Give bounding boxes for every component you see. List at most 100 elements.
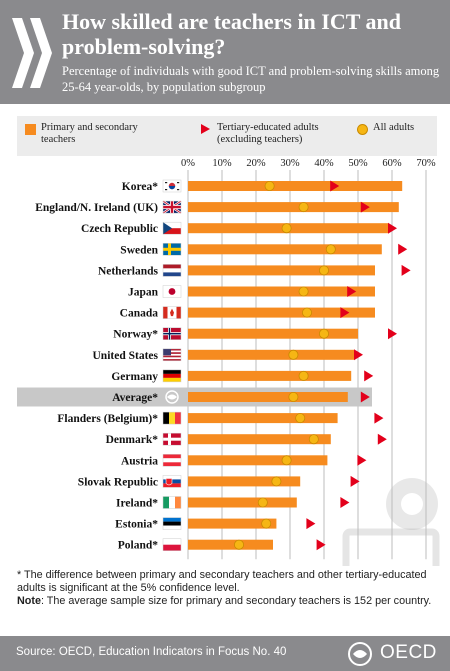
chart-row: Czech Republic	[81, 221, 397, 235]
bar-primary-secondary-teachers	[188, 265, 375, 276]
germany-flag-icon	[162, 369, 182, 383]
category-label: Czech Republic	[81, 223, 158, 235]
bar-primary-secondary-teachers	[188, 181, 403, 191]
category-label: Ireland*	[116, 498, 158, 510]
sample-size-note: Note: The average sample size for primar…	[17, 595, 437, 608]
bar-primary-secondary-teachers	[188, 497, 297, 508]
canada-flag-icon	[162, 306, 182, 319]
legend-dot-icon	[357, 124, 368, 135]
legend-label-all: All adults	[373, 122, 415, 133]
marker-tertiary-educated	[364, 370, 374, 382]
marker-all-adults	[281, 223, 292, 234]
marker-all-adults	[318, 265, 329, 276]
page-title: How skilled are teachers in ICT and prob…	[62, 9, 401, 59]
chart-row: United States	[93, 348, 363, 362]
page-subtitle: Percentage of individuals with good ICT …	[62, 64, 440, 94]
bar-primary-secondary-teachers	[188, 476, 301, 487]
x-tick-label: 0%	[181, 158, 195, 169]
category-label: England/N. Ireland (UK)	[35, 202, 158, 214]
bar-primary-secondary-teachers	[188, 518, 277, 529]
bar-primary-secondary-teachers	[188, 413, 338, 424]
marker-all-adults	[301, 307, 312, 318]
x-tick-label: 50%	[348, 158, 368, 169]
marker-all-adults	[288, 391, 299, 402]
marker-all-adults	[318, 328, 329, 339]
bar-primary-secondary-teachers	[188, 244, 382, 255]
oecd-chevrons-icon	[12, 18, 52, 88]
chart-row: Norway*	[113, 327, 397, 341]
czech-flag-icon	[162, 221, 182, 235]
category-label: Flanders (Belgium)*	[57, 413, 158, 425]
category-label: Slovak Republic	[78, 476, 158, 488]
category-label: Estonia*	[115, 519, 158, 531]
marker-all-adults	[271, 476, 282, 487]
footnote: * The difference between primary and sec…	[17, 569, 437, 607]
bar-primary-secondary-teachers	[188, 328, 358, 339]
marker-tertiary-educated	[316, 539, 326, 551]
category-label: Canada	[120, 308, 159, 320]
marker-all-adults	[295, 413, 306, 424]
legend: Primary and secondary teachers Tertiary-…	[17, 116, 437, 156]
category-label: Netherlands	[98, 265, 159, 277]
marker-tertiary-educated	[398, 243, 408, 255]
marker-all-adults	[257, 497, 268, 508]
chart-row: Korea*	[122, 179, 403, 193]
x-tick-label: 10%	[212, 158, 232, 169]
category-label: Denmark*	[106, 434, 159, 446]
oecd-flag-icon	[165, 390, 179, 404]
bar-primary-secondary-teachers	[188, 202, 399, 213]
marker-tertiary-educated	[347, 286, 357, 297]
denmark-flag-icon	[162, 432, 182, 446]
marker-tertiary-educated	[340, 307, 350, 319]
chart-row: Netherlands	[98, 264, 411, 277]
chart-row: Japan	[128, 285, 375, 299]
marker-tertiary-educated	[388, 222, 397, 234]
japan-flag-icon	[162, 285, 182, 298]
belgium-flag-icon	[162, 411, 182, 425]
netherlands-flag-icon	[162, 264, 182, 277]
bar-primary-secondary-teachers	[188, 434, 331, 445]
marker-all-adults	[298, 370, 309, 381]
source-bar: Source: OECD, Education Indicators in Fo…	[0, 636, 450, 671]
marker-tertiary-educated	[377, 433, 387, 445]
chart-row: Ireland*	[116, 496, 350, 510]
chart-row: Average*	[17, 387, 372, 407]
decorative-gear-icon	[386, 478, 438, 530]
chart-row: Sweden	[120, 243, 408, 256]
category-label: Sweden	[120, 244, 158, 256]
marker-all-adults	[308, 434, 319, 445]
category-label: United States	[93, 350, 159, 362]
marker-tertiary-educated	[330, 180, 340, 192]
category-label: Japan	[128, 287, 159, 299]
poland-flag-icon	[162, 538, 182, 551]
bar-primary-secondary-teachers	[188, 392, 348, 402]
x-tick-label: 40%	[314, 158, 334, 169]
marker-all-adults	[261, 518, 272, 529]
chart-row: Austria	[121, 454, 367, 467]
marker-tertiary-educated	[360, 391, 370, 403]
chart-row: England/N. Ireland (UK)	[35, 200, 399, 215]
category-label: Average*	[112, 392, 158, 404]
uk-flag-icon	[162, 200, 182, 215]
ireland-flag-icon	[162, 496, 182, 509]
chart-row: Flanders (Belgium)*	[57, 411, 384, 425]
marker-all-adults	[298, 286, 309, 297]
decorative-monitor-icon	[342, 528, 440, 566]
chart-row: Canada	[120, 306, 375, 320]
chart-row: Germany	[111, 369, 374, 383]
x-tick-label: 70%	[416, 158, 436, 169]
marker-all-adults	[325, 244, 336, 255]
category-label: Norway*	[113, 329, 158, 341]
marker-tertiary-educated	[360, 201, 370, 213]
source-text: Source: OECD, Education Indicators in Fo…	[16, 646, 287, 658]
category-label: Germany	[111, 371, 158, 383]
marker-tertiary-educated	[340, 497, 350, 508]
marker-tertiary-educated	[388, 328, 397, 340]
bar-primary-secondary-teachers	[188, 349, 355, 360]
header-banner: How skilled are teachers in ICT and prob…	[0, 0, 450, 104]
slovakia-flag-icon	[162, 475, 182, 488]
legend-label-tertiary: Tertiary-educated adults (excluding teac…	[217, 122, 319, 145]
legend-triangle-icon	[201, 124, 210, 134]
oecd-logo-text: OECD	[380, 642, 437, 663]
category-label: Austria	[121, 455, 158, 467]
